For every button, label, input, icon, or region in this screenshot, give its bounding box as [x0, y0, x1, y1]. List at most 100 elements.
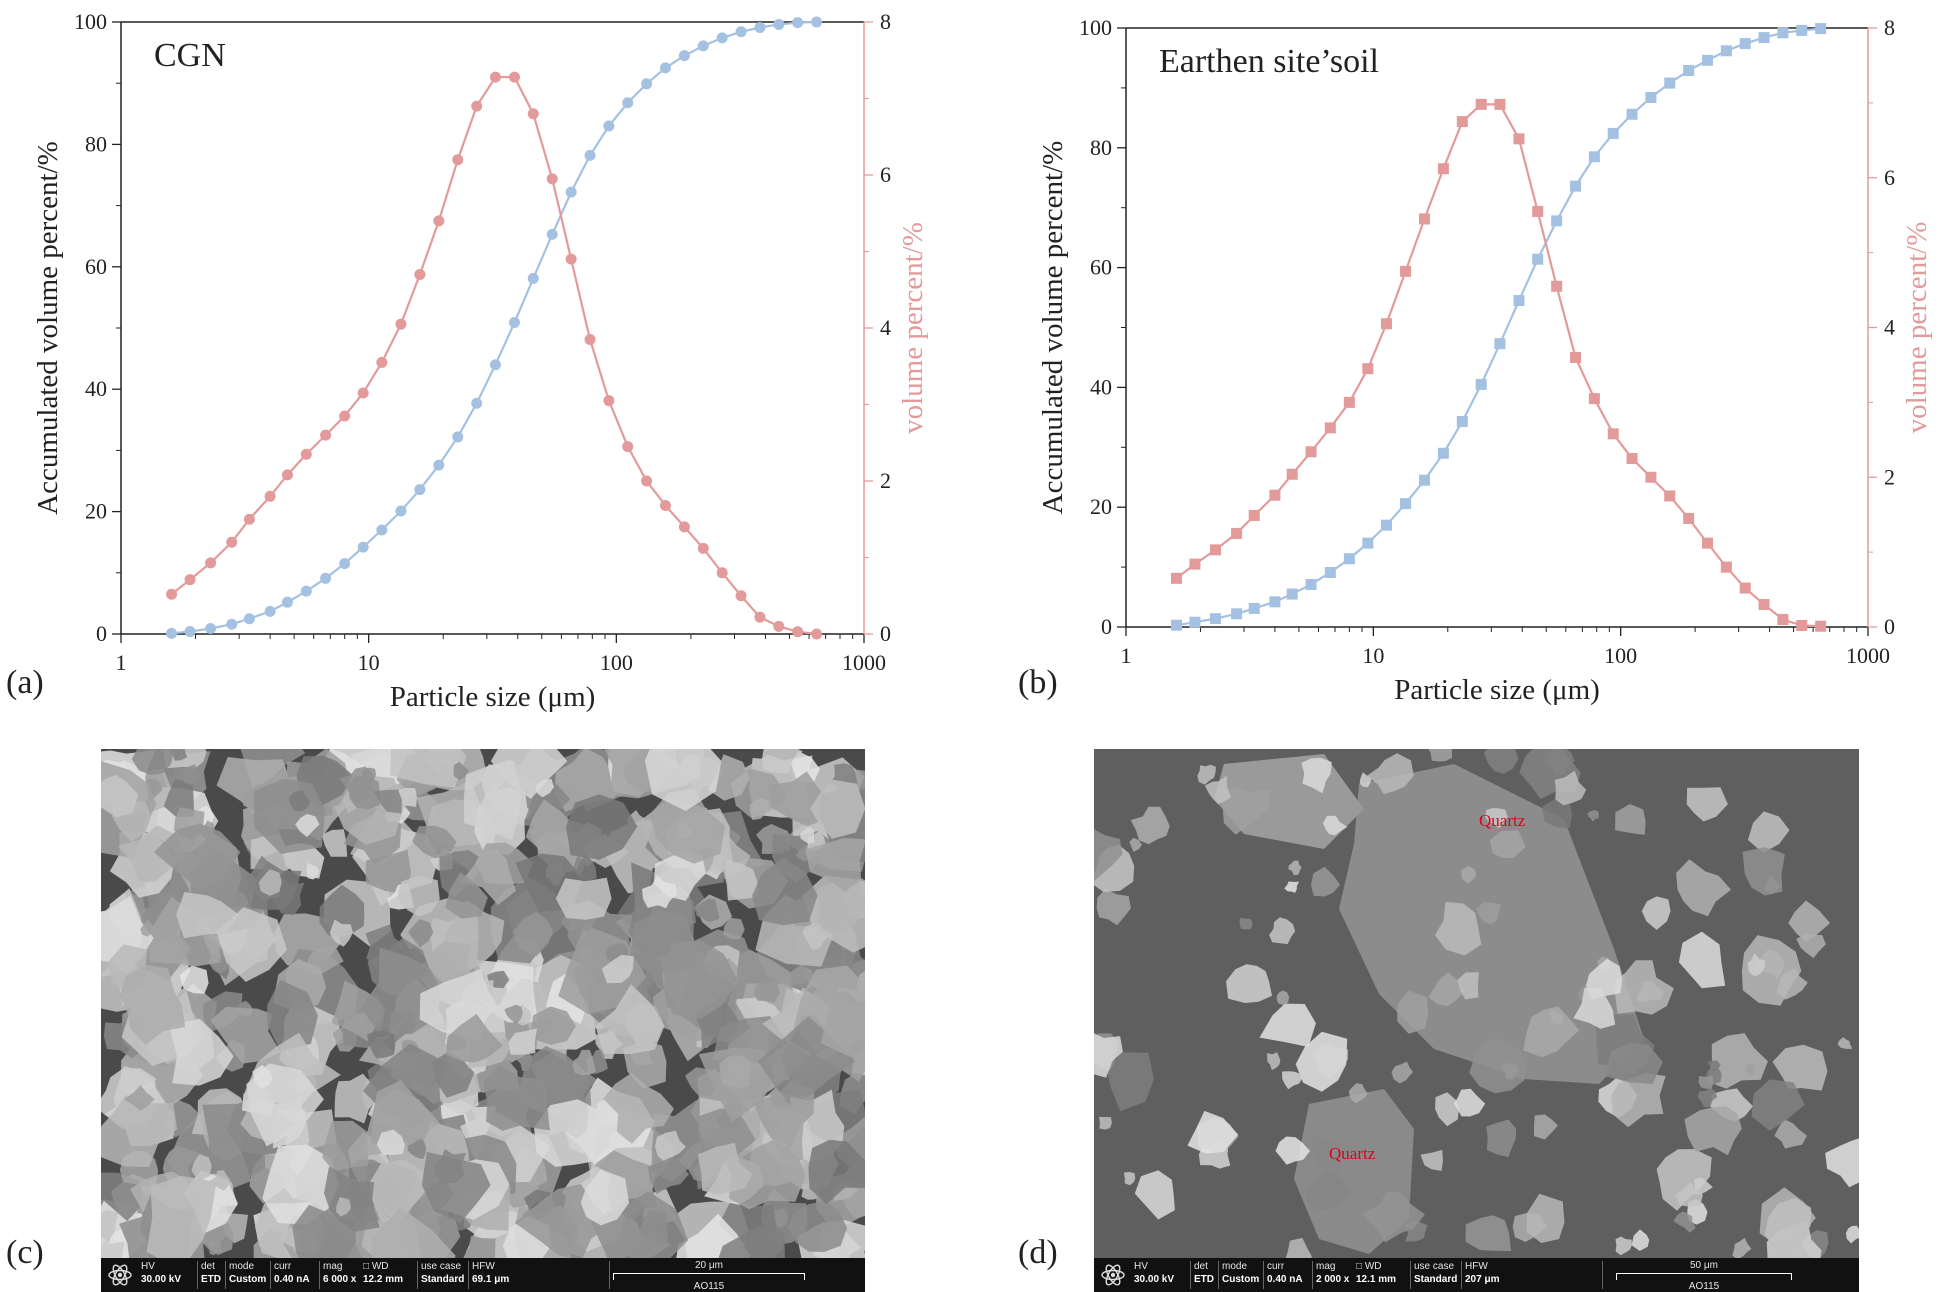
atom-logo-icon: [1101, 1264, 1125, 1286]
chart-b-data-point: [1720, 45, 1732, 57]
sem-particle: [179, 764, 201, 785]
chart-b-data-point: [1513, 295, 1525, 307]
chart-a-data-point: [527, 108, 539, 120]
sem-particle: [1391, 1061, 1413, 1084]
sem-particle: [721, 1140, 806, 1210]
chart-a-data-point: [205, 557, 217, 569]
chart-b-data-point: [1231, 527, 1243, 539]
chart-b-x-axis-label: Particle size (μm): [1394, 674, 1600, 706]
sem-particle: [179, 965, 209, 994]
sem-particle: [555, 877, 612, 920]
chart-a-data-point: [281, 469, 293, 481]
wd-value: 12.1 mm: [1356, 1274, 1397, 1285]
chart-b-data-point: [1189, 558, 1201, 570]
chart-a-data-point: [205, 622, 217, 634]
chart-b-data-point: [1588, 393, 1600, 405]
chart-b-data-point: [1305, 578, 1317, 590]
sem-particle: [642, 875, 678, 909]
sem-particle: [1453, 1088, 1486, 1117]
sem-particle: [101, 1095, 178, 1168]
sem-particle: [800, 826, 815, 844]
chart-b-data-point: [1231, 608, 1243, 620]
sem-particle: [530, 1006, 576, 1045]
sem-particle: [535, 778, 555, 798]
sem-particle: [445, 872, 488, 919]
chart-a-data-point: [264, 605, 276, 617]
sem-particle: [1311, 866, 1341, 897]
chart-panel-b: 1 10 100 1000 0 20 40 60 80 100 0 2 4 6 8 Particle size…: [1000, 0, 1946, 740]
chart-a-data-point: [243, 513, 255, 525]
chart-b-y-right-tick-label: 0: [1884, 614, 1895, 639]
chart-b-data-point: [1758, 599, 1770, 611]
sem-particle: [408, 919, 434, 948]
sample-id: AO115: [1688, 1281, 1720, 1292]
sem-particle: [1267, 1052, 1281, 1071]
use-case-value: Standard: [1414, 1274, 1458, 1285]
sem-particle: [191, 1154, 212, 1181]
sem-particle: [1605, 1042, 1663, 1084]
sem-particle: [1469, 1037, 1527, 1094]
chart-a-data-point: [678, 521, 690, 533]
chart-b-chart-title: Earthen site’soil: [1159, 43, 1379, 80]
chart-b-x-tick-label: 1: [1121, 643, 1132, 668]
sem-particle: [525, 799, 575, 854]
sem-particle: [445, 1013, 503, 1063]
chart-a-x-tick-label: 1000: [842, 650, 886, 675]
chart-a-data-point: [320, 572, 332, 584]
sem-particle: [369, 1159, 426, 1221]
sem-particle: [252, 1065, 273, 1090]
chart-a-data-point: [226, 618, 238, 630]
sem-particle: [1282, 1071, 1303, 1090]
sem-particle: [565, 794, 638, 860]
wd-value: 12.2 mm: [363, 1274, 404, 1285]
chart-b-y-right-axis-label: volume percent/%: [1901, 222, 1933, 434]
chart-a-y-tick-label: 20: [85, 499, 107, 524]
chart-a-data-point: [471, 397, 483, 409]
chart-b-data-point: [1418, 213, 1430, 225]
sem-particle: [1741, 935, 1802, 1006]
sem-particle: [575, 853, 597, 883]
sem-particle: [146, 1175, 217, 1271]
atom-logo-icon: [108, 1264, 132, 1286]
chart-a-data-point: [792, 17, 804, 29]
sem-particle: [376, 1129, 405, 1155]
chart-b-data-point: [1286, 588, 1298, 600]
sem-particle: [1675, 1181, 1703, 1207]
sem-particle: [365, 924, 405, 967]
chart-a-data-point: [697, 40, 709, 52]
sem-particle: [373, 789, 402, 814]
sem-particle: [216, 907, 287, 982]
chart-b-y-tick-label: 100: [1079, 15, 1112, 40]
sem-particle: [707, 754, 750, 801]
chart-b-data-point: [1551, 280, 1563, 292]
sem-particle: [267, 979, 318, 1051]
chart-a-data-point: [264, 490, 276, 502]
hfw-value: 207 μm: [1465, 1274, 1500, 1285]
chart-a-data-point: [509, 316, 521, 328]
chart-b-y-axis-label: Accumulated volume percent/%: [1037, 141, 1069, 515]
chart-b-data-point: [1494, 98, 1506, 110]
sem-particle: [1465, 1215, 1512, 1252]
sem-particle: [390, 749, 467, 788]
panel-label-d: (d): [1018, 1234, 1058, 1271]
chart-a-data-point: [414, 484, 426, 496]
sem-d-info-bar: HV 30.00 kV det ETD mode Custom curr 0.40 nA…: [1094, 1258, 1859, 1292]
chart-b-data-point: [1626, 108, 1638, 120]
chart-a-data-point: [320, 429, 332, 441]
wd-label: WD: [1364, 1261, 1382, 1272]
chart-a-data-point: [433, 215, 445, 227]
chart-a-data-point: [811, 16, 823, 28]
sem-particle: [663, 939, 738, 1020]
sem-particle: [322, 1120, 369, 1172]
sem-particle: [1476, 902, 1502, 924]
chart-a-data-point: [414, 268, 426, 280]
chart-b-data-point: [1607, 127, 1619, 139]
sem-particle: [508, 1028, 538, 1055]
sample-id: AO115: [693, 1281, 725, 1292]
chart-b-data-point: [1551, 215, 1563, 227]
chart-a-data-point: [754, 22, 766, 34]
chart-a-data-point: [433, 459, 445, 471]
sem-particle: [1204, 775, 1231, 805]
sem-particle: [1486, 1119, 1516, 1157]
sem-particle: [1573, 987, 1616, 1029]
